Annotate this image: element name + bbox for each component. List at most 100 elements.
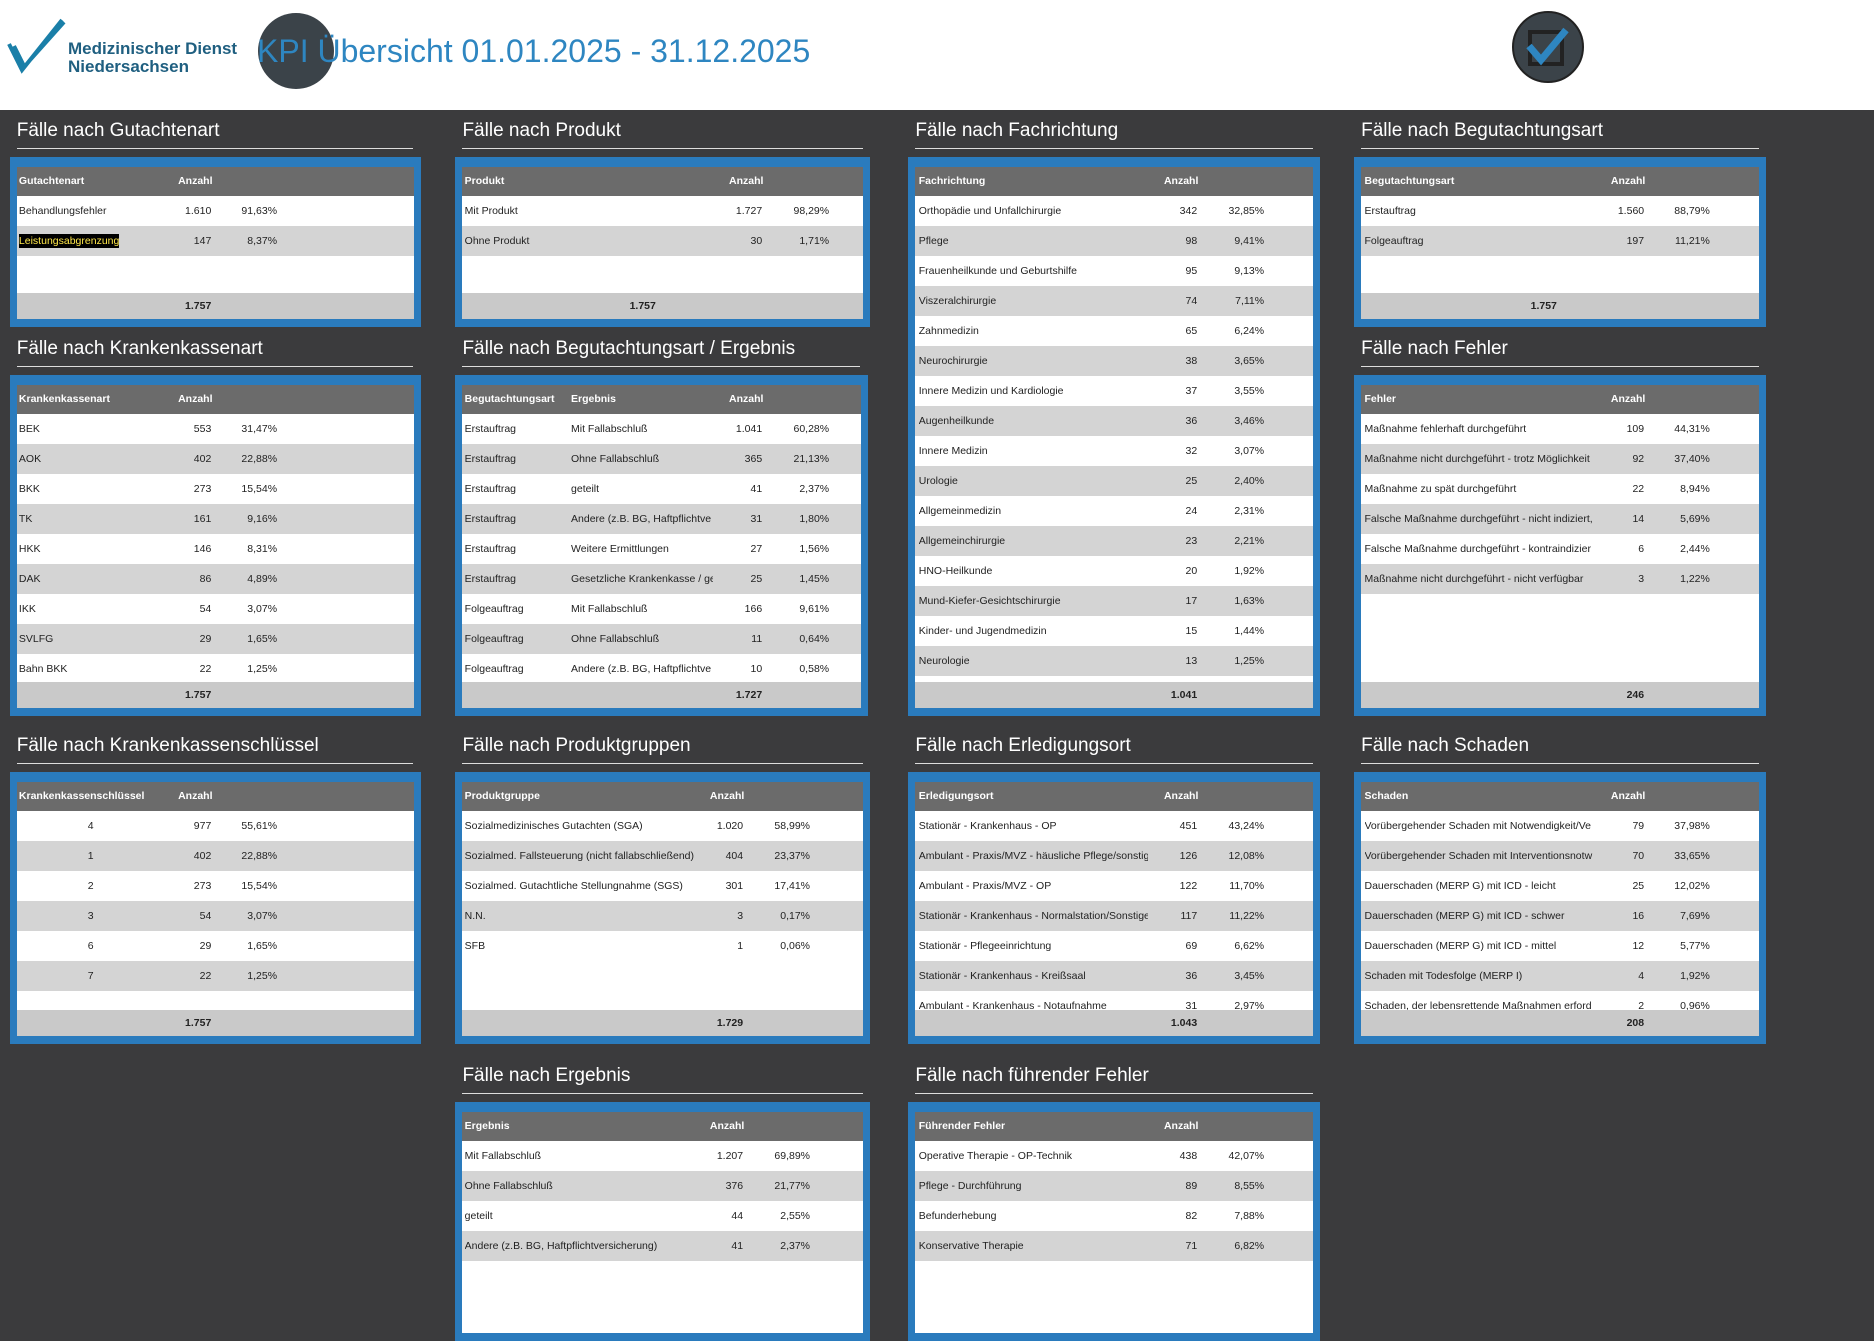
table-cell: 451 [1179,819,1198,832]
table-cell: 1.560 [1617,204,1645,217]
table-row: AOK 402 22,88% [16,444,414,475]
header: Medizinischer Dienst Niedersachsen KPI Ü… [7,11,1584,89]
table-cell: 11,70% [1229,879,1265,892]
table-cell: Leistungsabgrenzung [18,233,120,248]
table-row: Stationär - Pflegeeinrichtung 69 6,62% [915,931,1313,961]
table-cell: Sozialmed. Gutachtliche Stellungnahme (S… [464,879,683,892]
table-cell: 126 [1179,849,1198,862]
column-header: Anzahl [1610,174,1646,187]
table-cell: 69 [1185,939,1198,952]
logo-line2: Niedersachsen [68,57,189,76]
table-row: Pflege 98 9,41% [915,225,1314,256]
table-cell: Maßnahme zu spät durchgeführt [1364,483,1517,496]
table-cell: 95 [1185,264,1198,277]
table-cell: 41 [750,483,763,496]
table-cell: 166 [744,603,763,616]
table-cell: 22,88% [241,849,278,862]
table-cell: Stationär - Pflegeeinrichtung [918,939,1052,952]
table-row: Folgeauftrag 197 11,21% [1360,225,1760,256]
column-header: Führender Fehler [918,1119,1006,1132]
table-cell: 8,94% [1680,483,1710,496]
table-row: Sozialmedizinisches Gutachten (SGA) 1.020… [462,811,863,841]
table-cell: 8,31% [247,543,278,556]
table-cell: 1.727 [735,204,763,217]
table-header: Schaden Anzahl [1360,781,1760,811]
table-row: Allgemeinmedizin 24 2,31% [915,496,1313,526]
table-cell: BKK [18,483,40,496]
table-panel: Schaden Anzahl Vorübergehender Schaden mit… [1353,771,1767,1045]
table-row: Erstauftrag Andere (z.B. BG, Haftpflichtv… [462,504,861,535]
table-row: Erstauftrag 1.560 88,79% [1361,196,1759,226]
table-cell: Andere (z.B. BG, Haftpflichtversicherung… [464,1239,658,1252]
table-row: Mund-Kiefer-Gesichtschirurgie 17 1,63% [915,585,1314,616]
column-header: Anzahl [178,174,213,187]
table-cell: Maßnahme nicht durchgeführt - trotz Mögl… [1364,453,1590,466]
table-row: Vorübergehender Schaden mit Intervention… [1360,840,1760,871]
avatar-circle [258,13,334,89]
panel-title: Fälle nach Gutachtenart [16,120,414,149]
table-cell: 36 [1185,969,1198,982]
table-cell: 98 [1185,234,1198,247]
panel-title: Fälle nach Produkt [462,120,863,149]
total-row: 1.041 [915,681,1314,708]
table-cell: Stationär - Krankenhaus - Kreißsaal [918,969,1086,982]
table-cell: Ohne Produkt [464,234,530,247]
table-cell: 58,99% [774,819,811,832]
table-cell: 23 [1185,534,1198,547]
table-row: Pflege - Durchführung 89 8,55% [915,1170,1314,1201]
table-cell: 3,55% [1234,384,1265,397]
table-cell: Falsche Maßnahme durchgeführt - nicht in… [1364,513,1593,526]
table-row: Erstauftrag Ohne Fallabschluß 365 21,13% [462,444,861,475]
table-cell: Mit Fallabschluß [464,1149,542,1162]
table-cell: 1,63% [1234,594,1265,607]
column-header: Ergebnis [571,393,616,406]
table-cell: 3,65% [1234,354,1265,367]
table-cell: Ohne Fallabschluß [571,633,660,646]
table-cell: 1,71% [799,234,830,247]
table-row: Ohne Fallabschluß 376 21,77% [462,1170,863,1201]
table-cell: 3,07% [1234,444,1265,457]
table-cell: 30 [750,234,763,247]
table-cell: Maßnahme nicht durchgeführt - nicht verf… [1364,573,1584,586]
table-row: Dauerschaden (MERP G) mit ICD - schwer 16… [1360,900,1760,931]
panel-title: Fälle nach Erledigungsort [915,735,1314,764]
table-cell: Innere Medizin und Kardiologie [918,384,1064,397]
table-cell: 2,40% [1234,474,1265,487]
table-rows: BEK 553 31,47% AOK 402 22,88% BKK 273 15,54% TK 16… [16,414,414,682]
column-header: Anzahl [1610,789,1646,802]
table-cell: Vorübergehender Schaden mit Intervention… [1364,849,1593,862]
column-header: Krankenkassenschlüssel [18,789,145,802]
total-row: 1.757 [1360,293,1760,320]
column-header: Anzahl [1163,1119,1199,1132]
table-cell: 79 [1632,819,1645,832]
table-cell: 82 [1185,1209,1198,1222]
table-cell: 0,17% [780,909,811,922]
table-rows: Behandlungsfehler 1.610 91,63% Leistungsabg… [16,196,414,294]
table-cell: 23,37% [774,849,811,862]
table-cell: 7,11% [1235,294,1265,307]
table-header: Fachrichtung Anzahl [915,166,1314,196]
panel-title: Fälle nach Ergebnis [462,1065,863,1094]
table-cell: 977 [193,819,212,832]
table-cell: Ohne Fallabschluß [464,1179,553,1192]
table-row: Erstauftrag Gesetzliche Krankenkasse / ge… [462,564,861,595]
table-row: TK 161 9,16% [16,504,414,535]
check-button[interactable] [1512,11,1584,83]
table-cell: 17,41% [774,879,811,892]
table-cell: Erstauftrag [464,513,517,526]
table-cell: 4 [87,819,94,832]
table-cell: Ohne Fallabschluß [571,453,660,466]
table-panel: Fachrichtung Anzahl Orthopädie und Unfallc… [908,156,1321,716]
table-row: Mit Produkt 1.727 98,29% [462,196,863,226]
table-cell: 8,37% [247,234,278,247]
panel-title: Fälle nach Schaden [1361,735,1760,764]
table-cell: 1 [87,849,94,862]
table-row: Maßnahme nicht durchgeführt - nicht verf… [1360,564,1760,595]
table-cell: Erstauftrag [464,453,517,466]
table-cell: 553 [193,423,212,436]
table-row: IKK 54 3,07% [17,594,414,624]
table-panel: Erledigungsort Anzahl Stationär - Krankenh… [908,771,1321,1045]
table-row: Stationär - Krankenhaus - OP 451 43,24% [915,811,1313,841]
table-cell: 2,21% [1234,534,1265,547]
table-row: Sozialmed. Fallsteuerung (nicht fallabsc… [462,840,863,871]
